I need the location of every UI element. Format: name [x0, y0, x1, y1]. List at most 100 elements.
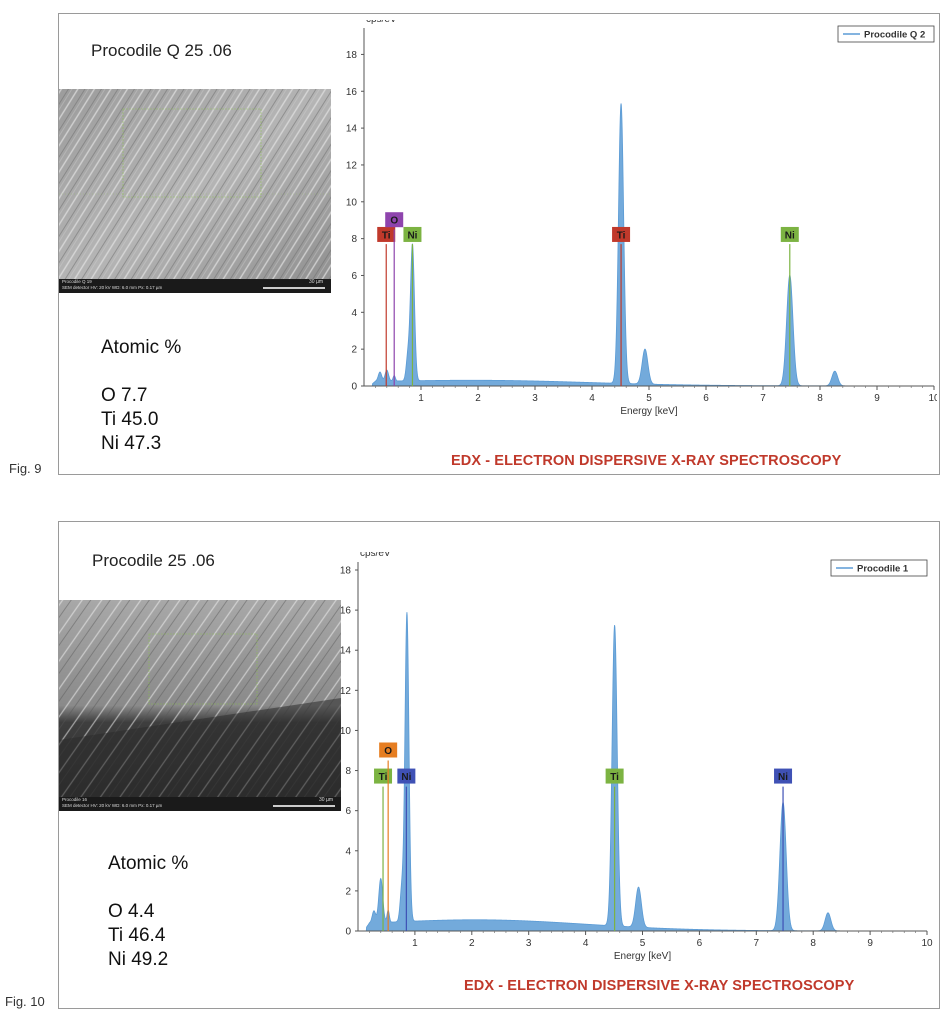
figure-panel: Procodile 25 .06 Pro	[58, 521, 940, 1009]
y-tick-label: 6	[351, 271, 357, 282]
element-marker-label: Ti	[379, 772, 388, 783]
sem-micrograph: Procodile Q 19 SEM detector HV: 20 kV WD…	[59, 89, 331, 293]
element-marker-label: Ni	[778, 772, 788, 783]
element-marker-label: O	[384, 746, 392, 757]
sem-image	[59, 600, 341, 811]
y-tick-label: 14	[346, 124, 358, 135]
atomic-heading: Atomic %	[101, 337, 182, 358]
sem-scale-bar	[273, 805, 335, 807]
element-marker-box	[780, 226, 799, 242]
element-marker-label: Ni	[401, 772, 411, 783]
x-tick-label: 8	[817, 393, 823, 404]
x-tick-label: 6	[703, 393, 709, 404]
sem-scale-bar	[263, 287, 325, 289]
sample-title: Procodile 25 .06	[92, 551, 215, 570]
y-tick-label: 0	[351, 382, 357, 393]
sem-info-bar: Procodile 16 SEM detector HV: 20 kV WD: …	[59, 797, 341, 811]
legend-box	[830, 559, 928, 577]
x-tick-label: 2	[469, 938, 475, 949]
atomic-heading: Atomic %	[108, 853, 189, 874]
y-tick-label: 10	[346, 197, 358, 208]
y-tick-label: 4	[345, 846, 351, 857]
spectrum-area	[369, 103, 935, 387]
element-marker-box	[774, 768, 793, 784]
sem-parameters: SEM detector HV: 20 kV WD: 6.0 mm Px: 0.…	[62, 284, 163, 290]
composition-titanium: Ti 45.0	[101, 409, 159, 430]
y-tick-label: 12	[340, 686, 352, 697]
x-tick-label: 4	[589, 393, 595, 404]
y-tick-label: 14	[340, 646, 352, 657]
figure-label: Fig. 10	[5, 994, 45, 1009]
element-marker-label: Ti	[610, 772, 619, 783]
edx-caption: EDX - ELECTRON DISPERSIVE X-RAY SPECTROS…	[451, 453, 842, 469]
element-marker-box	[612, 226, 631, 242]
atomic-composition: Atomic % O 4.4 Ti 46.4 Ni 49.2	[108, 852, 188, 972]
x-tick-label: 5	[640, 938, 646, 949]
composition-oxygen: O 7.7	[101, 385, 148, 406]
x-tick-label: 8	[810, 938, 816, 949]
x-tick-label: 9	[867, 938, 873, 949]
x-tick-label: 2	[475, 393, 481, 404]
figure-panel: Procodile Q 25 .06 P	[58, 13, 940, 475]
y-tick-label: 4	[351, 308, 357, 319]
x-tick-label: 4	[583, 938, 589, 949]
x-tick-label: 3	[526, 938, 532, 949]
element-marker-label: Ti	[617, 230, 626, 241]
legend-label: Procodile Q 2	[864, 30, 925, 41]
element-marker-box	[403, 226, 422, 242]
y-tick-label: 2	[345, 886, 351, 897]
element-marker-box	[397, 768, 416, 784]
legend-box	[837, 25, 935, 43]
y-tick-label: 16	[346, 87, 358, 98]
sem-scale-label: 30 µm	[319, 797, 333, 803]
y-tick-label: 12	[346, 160, 358, 171]
y-tick-label: 0	[345, 927, 351, 938]
sem-sample-name: Procodile Q 19	[62, 279, 92, 284]
element-marker-box	[377, 226, 396, 242]
x-tick-label: 6	[697, 938, 703, 949]
figure-label: Fig. 9	[9, 461, 42, 476]
element-marker-label: Ni	[407, 230, 417, 241]
x-tick-label: 3	[532, 393, 538, 404]
y-tick-label: 18	[340, 566, 352, 577]
composition-nickel: Ni 49.2	[108, 949, 169, 970]
atomic-composition: Atomic % O 7.7 Ti 45.0 Ni 47.3	[101, 336, 181, 456]
y-tick-label: 6	[345, 806, 351, 817]
y-tick-label: 18	[346, 50, 358, 61]
element-marker-box	[374, 768, 393, 784]
y-axis-label: cps/eV	[366, 20, 397, 25]
sem-sample-name: Procodile 16	[62, 797, 88, 802]
element-marker-label: Ti	[382, 230, 391, 241]
sample-title: Procodile Q 25 .06	[91, 41, 232, 60]
element-marker-label: Ni	[785, 230, 795, 241]
legend-label: Procodile 1	[857, 564, 909, 575]
x-tick-label: 10	[921, 938, 933, 949]
element-marker-box	[385, 212, 404, 228]
element-marker-box	[605, 768, 624, 784]
x-tick-label: 7	[754, 938, 760, 949]
spectrum-area	[363, 612, 928, 932]
sem-scale-label: 30 µm	[309, 279, 323, 285]
y-tick-label: 8	[351, 234, 357, 245]
composition-titanium: Ti 46.4	[108, 925, 166, 946]
x-tick-label: 1	[412, 938, 418, 949]
composition-oxygen: O 4.4	[108, 901, 155, 922]
y-tick-label: 16	[340, 606, 352, 617]
sem-image	[59, 89, 331, 293]
y-tick-label: 8	[345, 766, 351, 777]
element-marker-label: O	[390, 216, 398, 227]
element-marker-box	[379, 742, 398, 758]
edx-caption: EDX - ELECTRON DISPERSIVE X-RAY SPECTROS…	[464, 978, 855, 994]
x-tick-label: 5	[646, 393, 652, 404]
x-axis-label: Energy [keV]	[614, 951, 671, 962]
composition-nickel: Ni 47.3	[101, 433, 162, 454]
sem-micrograph: Procodile 16 SEM detector HV: 20 kV WD: …	[59, 600, 341, 811]
x-axis-label: Energy [keV]	[620, 406, 677, 417]
sem-info-bar: Procodile Q 19 SEM detector HV: 20 kV WD…	[59, 279, 331, 293]
y-tick-label: 10	[340, 726, 352, 737]
x-tick-label: 7	[760, 393, 766, 404]
x-tick-label: 9	[874, 393, 880, 404]
y-tick-label: 2	[351, 345, 357, 356]
